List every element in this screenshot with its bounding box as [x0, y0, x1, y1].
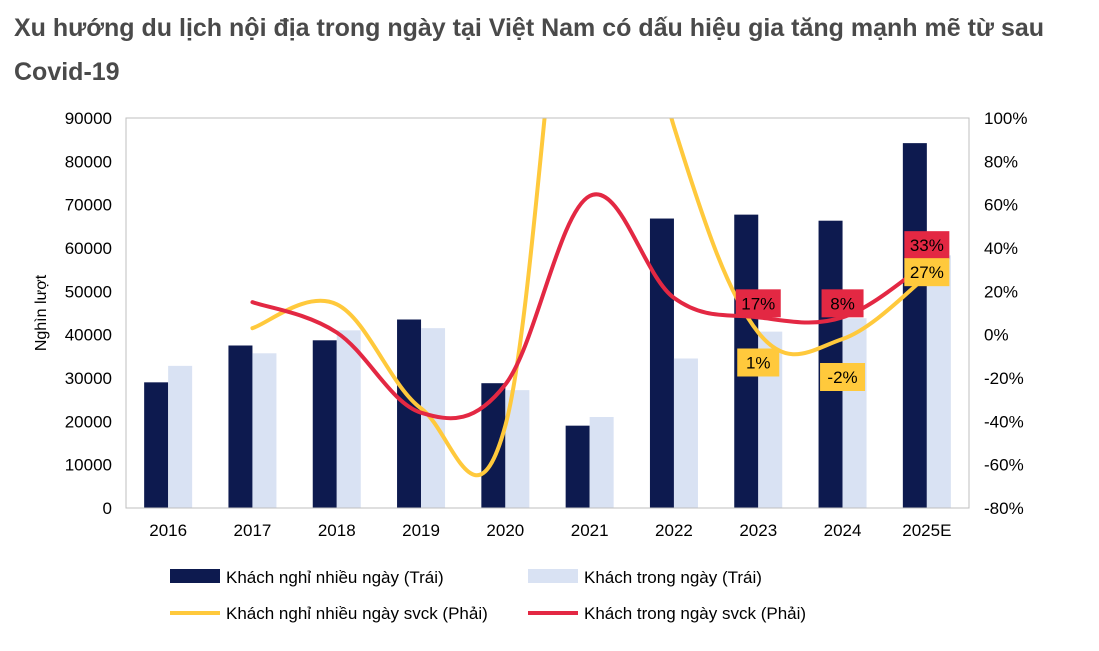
data-label-2024: 8%: [830, 294, 855, 313]
bar-long-stay-2017: [228, 345, 253, 508]
plot-frame: [125, 117, 970, 509]
y-left-tick: 30000: [65, 369, 112, 388]
bar-long-stay-2019: [397, 319, 422, 508]
bar-long-stay-2018: [312, 340, 337, 508]
legend-label: Khách nghỉ nhiều ngày (Trái): [226, 568, 444, 587]
y-right-tick: -20%: [984, 369, 1024, 388]
x-tick-2018: 2018: [318, 521, 356, 540]
bar-day-trip-2024: [842, 318, 867, 508]
data-label-2023: 17%: [741, 294, 775, 313]
legend-label: Khách trong ngày svck (Phải): [584, 604, 806, 623]
data-label-2025E: 33%: [910, 236, 944, 255]
bar-day-trip-2017: [252, 353, 277, 508]
bar-day-trip-2022: [673, 358, 698, 508]
data-label-2023: 1%: [746, 354, 771, 373]
y-axis-label: Nghìn lượt: [33, 274, 50, 351]
legend-label: Khách trong ngày (Trái): [584, 568, 762, 587]
bar-day-trip-2020: [505, 390, 530, 508]
x-tick-2017: 2017: [234, 521, 272, 540]
y-right-tick: -40%: [984, 412, 1024, 431]
y-right-tick: 80%: [984, 152, 1018, 171]
bar-long-stay-2021: [565, 425, 590, 508]
x-tick-2021: 2021: [571, 521, 609, 540]
y-left-tick: 60000: [65, 239, 112, 258]
y-left-tick: 40000: [65, 326, 112, 345]
y-right-tick: 100%: [984, 109, 1027, 128]
y-right-tick: 20%: [984, 282, 1018, 301]
x-tick-2023: 2023: [739, 521, 777, 540]
x-tick-2016: 2016: [149, 521, 187, 540]
bar-long-stay-2016: [144, 382, 169, 508]
line-day-trip-yoy: [250, 192, 929, 421]
legend-label: Khách nghỉ nhiều ngày svck (Phải): [226, 604, 488, 623]
data-label-2025E: 27%: [910, 263, 944, 282]
bar-day-trip-2016: [168, 365, 193, 508]
data-label-box: [821, 289, 864, 318]
y-left-tick: 0: [103, 499, 112, 518]
chart-title: Xu hướng du lịch nội địa trong ngày tại …: [14, 14, 1045, 86]
y-left-tick: 90000: [65, 109, 112, 128]
y-left-tick: 20000: [65, 412, 112, 431]
data-label-box: [904, 231, 950, 260]
data-label-2024: -2%: [827, 368, 857, 387]
y-left-tick: 80000: [65, 152, 112, 171]
y-left-tick: 10000: [65, 456, 112, 475]
x-tick-2022: 2022: [655, 521, 693, 540]
x-tick-2020: 2020: [486, 521, 524, 540]
bar-day-trip-2021: [589, 417, 614, 508]
bar-day-trip-2025E: [926, 255, 951, 508]
data-label-box: [904, 258, 950, 287]
bar-long-stay-2022: [649, 218, 674, 509]
legend-swatch: [528, 569, 578, 583]
data-label-box: [820, 363, 866, 391]
line-long-stay-yoy: [250, 118, 929, 478]
y-right-tick: 60%: [984, 196, 1018, 215]
bar-long-stay-2020: [481, 383, 506, 508]
bar-day-trip-2018: [336, 330, 361, 508]
y-left-tick: 50000: [65, 282, 112, 301]
data-label-box: [737, 348, 780, 377]
y-right-tick: -80%: [984, 499, 1024, 518]
x-tick-2019: 2019: [402, 521, 440, 540]
y-left-tick: 70000: [65, 196, 112, 215]
y-right-tick: 0%: [984, 326, 1009, 345]
x-tick-2025E: 2025E: [902, 521, 951, 540]
bar-long-stay-2025E: [902, 143, 927, 508]
legend-swatch: [170, 569, 220, 583]
x-tick-2024: 2024: [824, 521, 862, 540]
y-right-tick: 40%: [984, 239, 1018, 258]
data-label-box: [735, 289, 781, 318]
y-right-tick: -60%: [984, 456, 1024, 475]
